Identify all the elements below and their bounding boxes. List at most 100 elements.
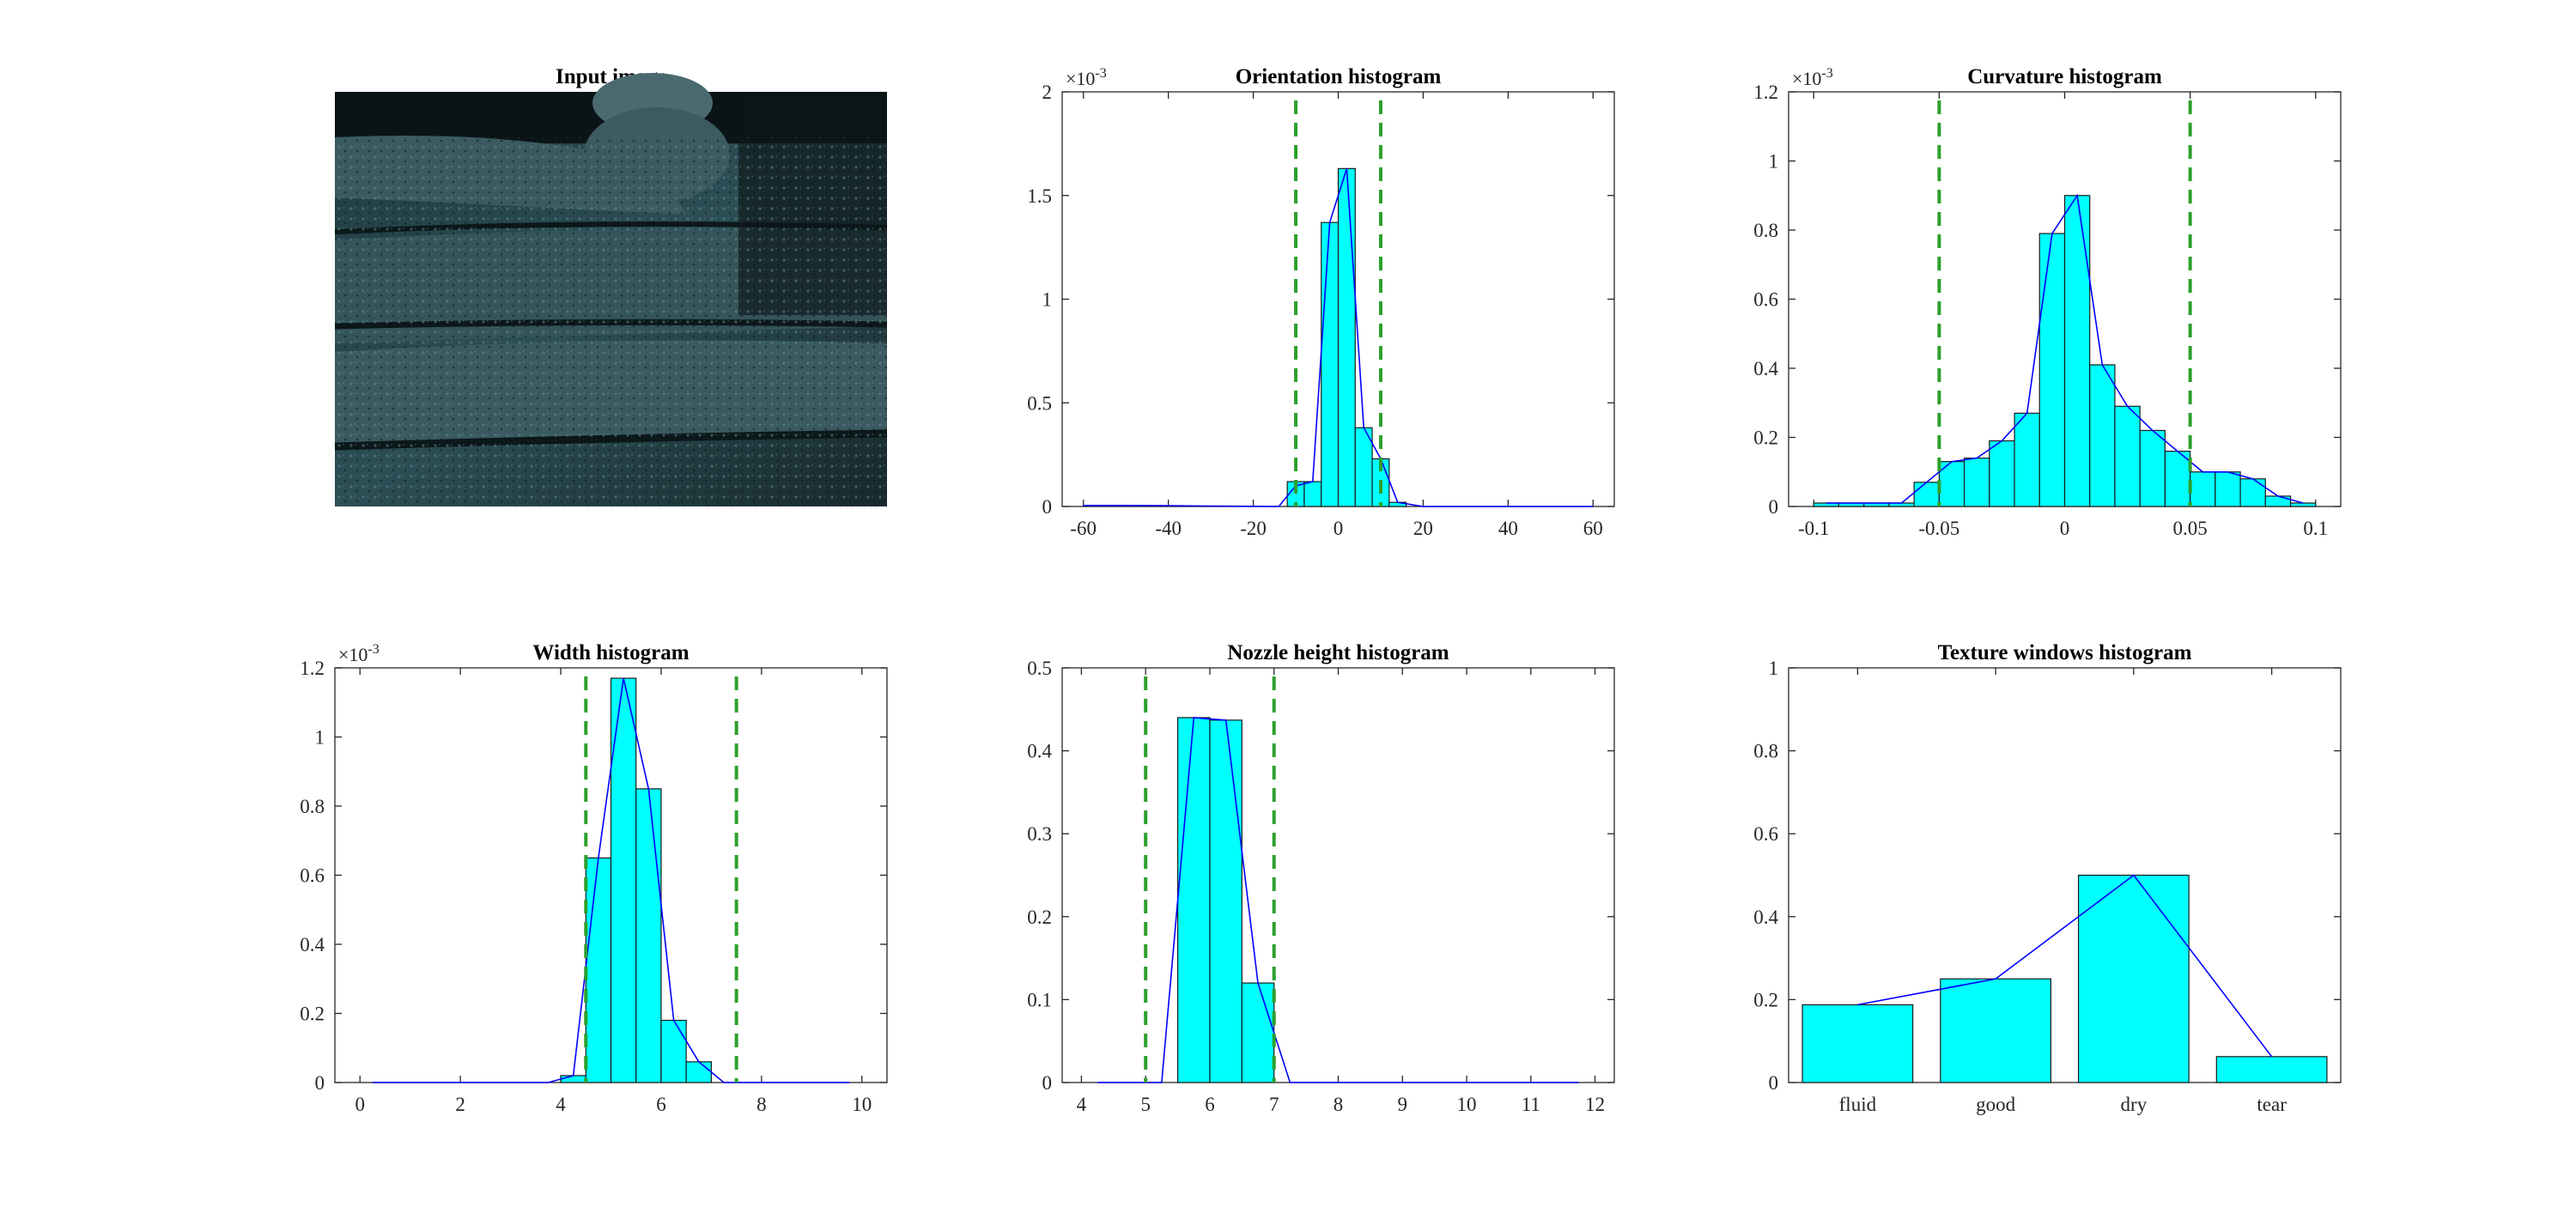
- nozzle-ytick-label: 0.5: [1027, 658, 1052, 679]
- curvature-bar: [2139, 429, 2166, 507]
- orientation-bar: [1337, 167, 1356, 507]
- curvature-bar: [2264, 495, 2292, 507]
- width-title: Width histogram: [532, 641, 689, 664]
- curvature-bar: [1989, 440, 2015, 507]
- nozzle-ytick-label: 0: [1042, 1072, 1053, 1094]
- curvature-bar: [2289, 502, 2317, 507]
- curvature-ytick-label: 1: [1769, 151, 1779, 173]
- width-bar: [660, 1019, 687, 1083]
- texture-ytick-label: 1: [1769, 658, 1779, 679]
- orientation-ytick-label: 1: [1042, 289, 1053, 311]
- nozzle-ytick-label: 0.3: [1027, 823, 1052, 845]
- curvature-chart: Curvature histogram 0 0.2 0.4 0.6 0.8 1 1.2 ×10-…: [1753, 65, 2342, 539]
- curvature-bar: [2215, 471, 2241, 507]
- orientation-chart: Orientation histogram 0 0.5 1 1.5 2 ×10-3 -60 -4…: [1027, 65, 1615, 539]
- texture-xtick-label: fluid: [1839, 1094, 1877, 1115]
- width-trend-line: [372, 677, 850, 1083]
- orientation-xtick-label: -60: [1070, 518, 1097, 539]
- width-bar: [635, 788, 662, 1083]
- width-xtick-label: 0: [355, 1094, 365, 1115]
- nozzle-bar: [1209, 719, 1242, 1083]
- orientation-bar: [1321, 221, 1340, 507]
- nozzle-xtick-label: 8: [1334, 1094, 1344, 1115]
- nozzle-chart: Nozzle height histogram 0 0.1 0.2 0.3 0.4 0.5 4…: [1027, 641, 1615, 1115]
- curvature-bar: [2089, 364, 2116, 507]
- texture-ytick-label: 0.2: [1753, 989, 1778, 1010]
- curvature-ytick-label: 0.8: [1753, 220, 1778, 241]
- texture-ytick-label: 0: [1769, 1072, 1779, 1094]
- texture-trend-line: [1857, 874, 2273, 1058]
- texture-ytick-label: 0.8: [1753, 741, 1778, 762]
- nozzle-trend-line: [1097, 717, 1579, 1083]
- orientation-xtick-label: 60: [1583, 518, 1603, 539]
- curvature-bar: [1913, 482, 1940, 507]
- curvature-bar: [2014, 412, 2040, 507]
- curvature-y-exponent: ×10-3: [1792, 66, 1833, 89]
- nozzle-xtick-label: 9: [1398, 1094, 1408, 1115]
- nozzle-axes-box: [1061, 667, 1615, 1083]
- curvature-bar: [2164, 450, 2191, 507]
- nozzle-xtick-label: 11: [1522, 1094, 1540, 1115]
- orientation-trend-line: [1083, 168, 1594, 507]
- nozzle-ytick-label: 0.2: [1027, 907, 1052, 928]
- nozzle-bar: [1176, 717, 1211, 1083]
- width-ytick-label: 0.8: [300, 796, 325, 817]
- orientation-xtick-label: -20: [1240, 518, 1267, 539]
- texture-ytick-label: 0.4: [1753, 907, 1778, 928]
- curvature-bar: [2190, 471, 2216, 507]
- input-image-panel: Input image: [334, 65, 888, 506]
- orientation-xtick-label: 20: [1413, 518, 1433, 539]
- width-ytick-label: 1.2: [300, 658, 325, 679]
- orientation-ytick-label: 0: [1042, 496, 1053, 518]
- width-bar: [560, 1075, 586, 1083]
- texture-bar: [1801, 1004, 1914, 1083]
- texture-title: Texture windows histogram: [1938, 641, 2192, 664]
- curvature-xtick-label: 0.1: [2303, 518, 2328, 539]
- width-bar: [585, 857, 612, 1083]
- curvature-bar: [2114, 405, 2141, 507]
- width-xtick-label: 4: [556, 1094, 566, 1115]
- texture-xtick-label: dry: [2121, 1094, 2148, 1115]
- nozzle-xtick-label: 12: [1585, 1094, 1605, 1115]
- orientation-ytick-label: 0.5: [1027, 392, 1052, 414]
- texture-bar: [2215, 1056, 2328, 1083]
- nozzle-xtick-label: 10: [1457, 1094, 1477, 1115]
- nozzle-xtick-label: 4: [1077, 1094, 1087, 1115]
- input-image: [334, 73, 888, 506]
- curvature-ytick-label: 0.6: [1753, 289, 1778, 311]
- orientation-y-exponent: ×10-3: [1066, 66, 1107, 89]
- nozzle-ytick-label: 0.1: [1027, 989, 1052, 1010]
- width-ytick-label: 1: [315, 727, 325, 749]
- curvature-xtick-label: -0.1: [1798, 518, 1829, 539]
- width-xtick-label: 6: [656, 1094, 666, 1115]
- orientation-ytick-label: 2: [1042, 82, 1053, 103]
- texture-xtick-label: tear: [2257, 1094, 2287, 1115]
- charts: Orientation histogram 0 0.5 1 1.5 2 ×10-3 -60 -4…: [300, 65, 2342, 1115]
- curvature-bar: [1963, 458, 1990, 507]
- width-xtick-label: 10: [852, 1094, 872, 1115]
- texture-chart: Texture windows histogram 0 0.2 0.4 0.6 0.8 1 f…: [1753, 641, 2342, 1115]
- width-y-exponent: ×10-3: [338, 642, 380, 665]
- nozzle-bar: [1241, 982, 1275, 1083]
- nozzle-xtick-label: 7: [1269, 1094, 1279, 1115]
- nozzle-xtick-label: 5: [1140, 1094, 1151, 1115]
- curvature-ytick-label: 1.2: [1753, 82, 1778, 103]
- curvature-ytick-label: 0.2: [1753, 428, 1778, 449]
- curvature-bar: [2038, 233, 2066, 507]
- curvature-xtick-label: -0.05: [1918, 518, 1959, 539]
- curvature-bar: [2239, 478, 2266, 507]
- curvature-xtick-label: 0.05: [2173, 518, 2208, 539]
- width-ytick-label: 0.4: [300, 934, 325, 955]
- orientation-xtick-label: 0: [1334, 518, 1344, 539]
- texture-ytick-label: 0.6: [1753, 823, 1778, 845]
- curvature-trend-line: [1826, 193, 2304, 504]
- width-ytick-label: 0.2: [300, 1004, 325, 1025]
- width-xtick-label: 2: [455, 1094, 465, 1115]
- orientation-title: Orientation histogram: [1236, 65, 1442, 88]
- nozzle-ytick-label: 0.4: [1027, 741, 1052, 762]
- texture-xtick-label: good: [1976, 1094, 2016, 1115]
- width-bar: [685, 1061, 713, 1083]
- curvature-bar: [2063, 195, 2091, 507]
- width-chart: Width histogram 0 0.2 0.4 0.6 0.8 1 1.2 ×10-3 0 2 4…: [300, 641, 888, 1115]
